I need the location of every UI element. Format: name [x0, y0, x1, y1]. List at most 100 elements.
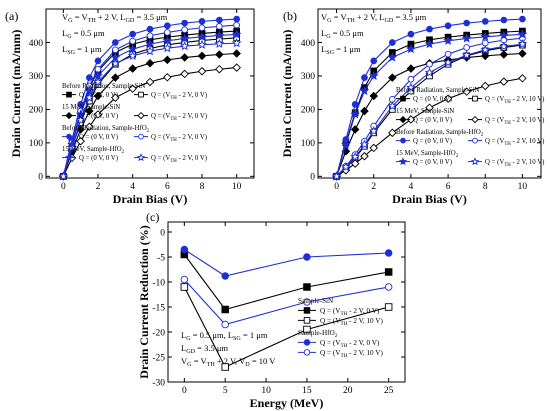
data-point — [341, 161, 351, 172]
panel-label: (a) — [5, 9, 18, 23]
data-point — [424, 39, 435, 49]
annotation-line: LG = 0.5 μm — [321, 28, 364, 40]
legend-group-title: Before Radiation, Sample-SiN — [396, 87, 479, 94]
data-point — [111, 39, 119, 46]
data-point — [197, 51, 207, 61]
data-point — [370, 57, 378, 65]
data-point — [387, 100, 398, 111]
x-tick-label: 20 — [343, 386, 353, 396]
data-point — [444, 50, 452, 58]
data-point — [163, 73, 172, 82]
legend-label: Q = (VTH - 2 V, 0 V) — [151, 92, 207, 101]
data-point — [111, 73, 120, 82]
y-tick-label: 400 — [29, 39, 44, 49]
data-point — [146, 32, 154, 40]
series-diamond-open — [332, 74, 527, 181]
x-tick-label: 15 — [302, 386, 312, 396]
legend-group-title: 15 MeV, Sample-HfO2 — [396, 150, 459, 159]
data-point — [406, 115, 416, 124]
legend-marker — [398, 157, 408, 166]
data-point — [76, 136, 85, 146]
panel-c: 0 5 10 15 20 25 0 -5 -10 -15 -20 -25 -30 Energy (MeV)… — [137, 210, 406, 410]
legend-group-title: Before Radiation, Sample-SiN — [62, 83, 145, 90]
series-circle-filled — [180, 245, 393, 280]
data-point — [179, 33, 190, 43]
legend-marker — [471, 115, 479, 124]
data-point — [221, 305, 229, 314]
data-point — [180, 283, 189, 291]
data-point — [162, 43, 173, 53]
series-star-open — [58, 38, 242, 181]
y-tick-label: 200 — [301, 106, 316, 116]
data-point — [518, 49, 527, 58]
data-point — [443, 94, 453, 103]
data-point — [231, 38, 242, 48]
legend-label: Q = (VTH - 2 V, 0 V) — [151, 113, 207, 122]
data-point — [231, 29, 242, 39]
x-tick-label: 0 — [182, 386, 187, 396]
y-tick-label: 400 — [301, 39, 316, 49]
data-point — [518, 74, 527, 83]
legend-marker — [303, 339, 311, 346]
data-point — [180, 245, 189, 254]
data-point — [517, 29, 528, 39]
series-circle-filled — [59, 15, 241, 180]
data-point — [179, 41, 190, 51]
data-point — [180, 53, 189, 62]
data-point — [163, 29, 171, 36]
annotation-line: LSG = 1 μm — [321, 44, 361, 56]
data-point — [145, 39, 155, 49]
data-point — [359, 139, 370, 149]
data-point — [181, 26, 189, 34]
annotation-line: LSG = 1 μm — [62, 44, 102, 56]
legend-label: Q = (VTH - 2 V, 0 V) — [320, 339, 380, 349]
data-point — [461, 33, 472, 43]
y-tick-label: 200 — [29, 106, 44, 116]
legend-group-title: 15 MeV, Sample-SiN — [396, 108, 454, 115]
data-point — [93, 91, 103, 101]
y-tick-label: 0 — [160, 228, 165, 238]
data-point — [233, 21, 241, 29]
x-tick-label: 8 — [483, 182, 488, 192]
legend-label: Q = (VTH - 2 V, 10 V) — [485, 159, 544, 168]
data-point — [384, 249, 393, 257]
data-point — [128, 84, 137, 93]
x-tick-label: 2 — [96, 182, 101, 192]
x-tick-label: 6 — [446, 182, 451, 192]
data-point — [480, 51, 490, 61]
data-point — [198, 18, 206, 25]
data-point — [145, 58, 155, 68]
data-point — [426, 25, 433, 33]
data-point — [406, 64, 416, 73]
data-point — [498, 30, 509, 40]
legend-marker — [472, 137, 478, 144]
legend-marker — [64, 153, 74, 162]
data-point — [67, 142, 77, 152]
legend-marker — [303, 307, 311, 314]
x-tick-label: 10 — [518, 182, 528, 192]
data-point — [384, 303, 393, 311]
data-point — [111, 46, 119, 54]
panel-label: (b) — [283, 9, 297, 23]
panel-label: (c) — [146, 210, 159, 224]
data-point — [369, 91, 379, 101]
data-point — [93, 76, 103, 87]
legend-label: Q = (0 V, 0 V) — [413, 96, 452, 103]
legend-label: Q = (0 V, 0 V) — [79, 92, 118, 99]
legend-marker — [399, 115, 407, 124]
data-point — [214, 38, 225, 48]
legend-marker — [138, 133, 144, 140]
data-point — [93, 110, 103, 119]
data-point — [303, 283, 311, 291]
data-point — [425, 103, 434, 112]
legend-group-title: Sample-SiN — [298, 297, 334, 305]
legend-marker — [66, 91, 72, 98]
data-point — [232, 49, 241, 58]
data-point — [480, 44, 491, 54]
data-point — [443, 35, 453, 45]
data-point — [368, 70, 379, 81]
data-point — [388, 73, 397, 82]
y-tick-label: -20 — [152, 328, 165, 338]
y-tick-label: -25 — [152, 353, 165, 363]
